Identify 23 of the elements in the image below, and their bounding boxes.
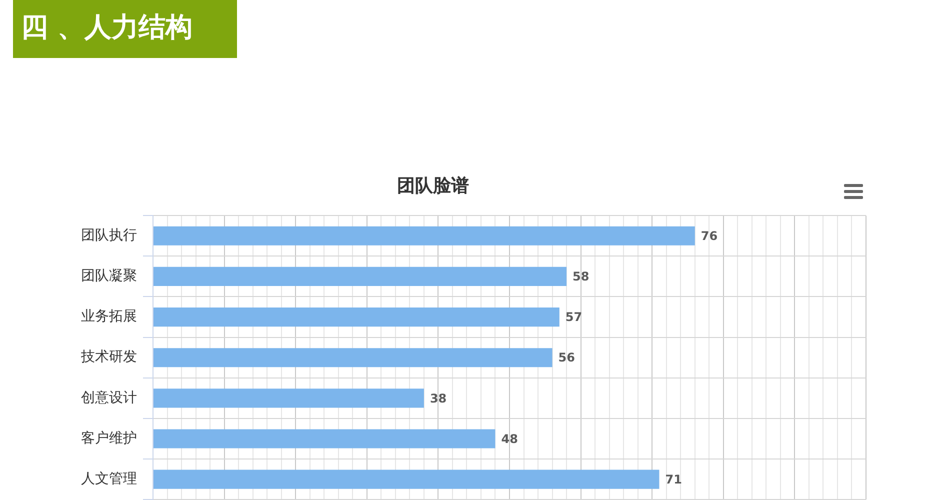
data-label: 71 — [665, 472, 682, 486]
bar — [154, 470, 660, 489]
bar — [154, 307, 560, 327]
bar — [154, 226, 695, 246]
y-tick-label: 业务拓展 — [81, 308, 137, 325]
data-label: 76 — [700, 229, 718, 244]
y-tick-label: 技术研发 — [80, 349, 137, 366]
y-tick-label: 团队凝聚 — [81, 268, 137, 284]
bar — [154, 266, 567, 286]
bar — [154, 348, 552, 368]
data-label: 48 — [501, 432, 518, 446]
y-tick-label: 团队执行 — [81, 228, 137, 244]
chart-title: 团队脸谱 — [397, 175, 469, 196]
y-tick-label: 创意设计 — [81, 390, 137, 406]
data-label: 56 — [558, 350, 575, 365]
y-tick-label: 客户维护 — [81, 430, 137, 446]
data-label: 38 — [430, 391, 447, 406]
y-tick-label: 人文管理 — [81, 470, 137, 487]
data-label: 57 — [565, 310, 582, 324]
bar — [154, 388, 424, 408]
data-label: 58 — [572, 270, 590, 284]
text: 四 、人力结构 — [21, 11, 192, 45]
bar — [154, 429, 496, 448]
